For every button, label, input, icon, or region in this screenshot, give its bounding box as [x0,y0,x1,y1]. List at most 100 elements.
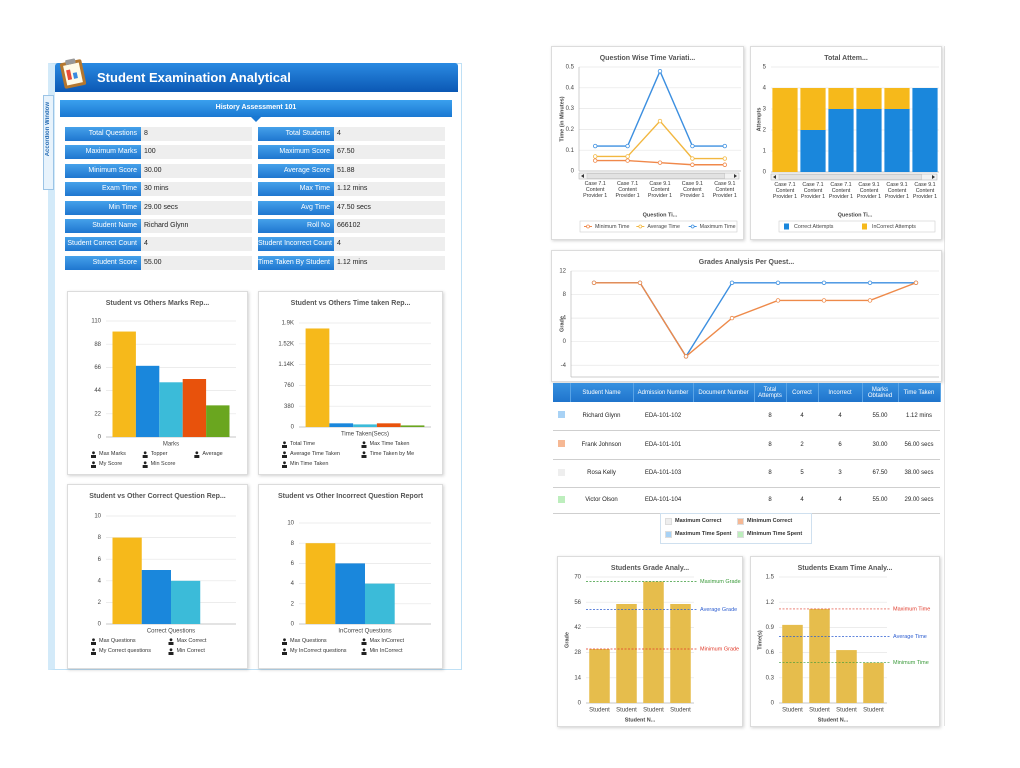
field-value: 30.00 [141,163,252,178]
x-tick-label: Student [616,708,637,714]
point [775,280,781,285]
bar [643,581,664,703]
y-tick-label: 0.3 [566,106,575,112]
table-cell [693,430,754,460]
x-tick-label: Student [670,708,691,714]
point [775,298,781,303]
chart: Student vs Others Time taken Rep... 0 380 7… [278,300,431,468]
x-tick-label: Student [589,708,610,714]
header-icon [59,58,87,89]
legend-icon [361,638,367,645]
scroll-thumb [778,174,923,180]
legend-swatch-point [586,224,590,229]
y-tick-label: 4 [563,316,567,322]
bar [135,365,160,437]
right-edge-shadow [944,46,945,726]
legend-swatch [862,223,867,230]
header-cell: Document Number [693,383,755,402]
field-value: 29.00 secs [141,200,252,215]
field-value: 67.50 [334,145,445,160]
legend-icon [194,451,200,458]
legend-label: Correct Attempts [794,224,834,230]
legend-label-box: Time Taken by Me [370,451,415,457]
y-tick-label: 0 [578,701,582,707]
row-color-cell [553,402,570,431]
chart-panel: Total Attem... 0 1 2 3 4 5 Attempts Question Ti.… [750,46,942,240]
field-label: Student Score [65,255,141,270]
bar [772,88,798,172]
table-cell: 2 [786,430,818,460]
y-tick-label: 0 [291,622,295,628]
field-label: Total Questions [65,127,141,141]
x-tick-label-box: Case 9.1 Content Provider 1 [680,181,704,199]
table-cell: 4 [818,402,862,431]
x-tick-label: Marks [163,442,179,448]
y-tick-label: 0.6 [766,650,775,656]
bar [112,331,136,437]
chart-panel: Question Wise Time Variati... 0 0.1 0.2 0.3 0… [551,46,744,240]
legend-label: Minimum Time [595,224,629,230]
legend-label-box: My Score [99,461,122,467]
row-color-cell [553,430,570,460]
legend-icon [282,638,287,645]
y-tick-label: 0 [563,339,567,345]
legend-swatch-point [638,224,643,229]
y-tick-label: 4 [763,86,767,92]
legend-label: Topper [150,451,168,457]
legend-label: Min Score [150,461,176,467]
y-tick-label: 0.2 [566,127,575,133]
header-bar [55,63,458,92]
legend-label-box: Max Time Taken [370,441,410,447]
legend-label: Max Questions [99,638,136,644]
y-tick-label: 22 [94,411,101,417]
bar [206,405,230,437]
x-tick-label: Case 7.1 Content Provider 1 [772,182,798,201]
field-label: Time Taken By Student [258,255,334,270]
legend-label: Maximum Correct [675,518,722,524]
x-tick-label-box: Case 9.1 Content Provider 1 [913,182,937,200]
legend-icon [142,461,148,468]
bar [182,379,207,437]
accordion-tab[interactable]: Accordion Window [43,95,54,190]
legend-label: Minimum Correct [747,518,793,524]
point [657,68,663,74]
y-tick-label: 3 [763,107,767,113]
point [722,156,727,161]
legend-icon [282,441,287,448]
legend-label: Max Marks [99,451,126,457]
bar [353,424,377,427]
y-tick-label: 1 [763,149,767,155]
legend-label-box: Average Time Taken [290,451,340,457]
legend-label: My Correct questions [99,648,151,654]
field-label: Maximum Marks [65,145,141,160]
y-tick-label: 14 [574,675,581,681]
y-tick-label: 0.4 [566,85,575,91]
legend-swatch [784,223,789,230]
y-axis-label: Grade [559,316,565,332]
legend-label-box: Max Marks [99,451,126,457]
legend-label-box: Total Time [290,441,315,447]
legend-label: Average Time [647,224,680,230]
legend-icon [361,648,367,655]
legend-swatch [665,531,672,538]
field-label: Minimum Score [65,163,141,178]
chart-panel: Grades Analysis Per Quest... -4 0 4 8 12 Grade [551,250,942,382]
table-cell: Rosa Kelly [570,459,633,488]
legend-label-box: My InCorrect questions [290,648,347,654]
legend-icon [361,451,367,458]
subheader-notch [250,116,262,122]
point [657,118,663,124]
y-tick-label: 2 [291,601,295,607]
legend-label: Min InCorrect [369,648,403,654]
legend-label-box: Max Questions [99,638,136,644]
legend-label-box: Average [202,451,222,457]
row-swatch [558,440,565,447]
y-tick-label: 0 [98,622,102,628]
y-tick-label: 0.9 [766,625,775,631]
x-axis-label: Question Ti... [838,212,873,218]
y-tick-label: 2 [763,128,767,134]
chart: Students Exam Time Analy... 0 0.3 0.6 0.9 1.2… [757,565,930,723]
x-tick-label-box: Case 7.1 Content Provider 1 [829,182,853,200]
table-cell: EDA-101-102 [633,402,693,431]
y-tick-label: 0.5 [566,65,575,71]
